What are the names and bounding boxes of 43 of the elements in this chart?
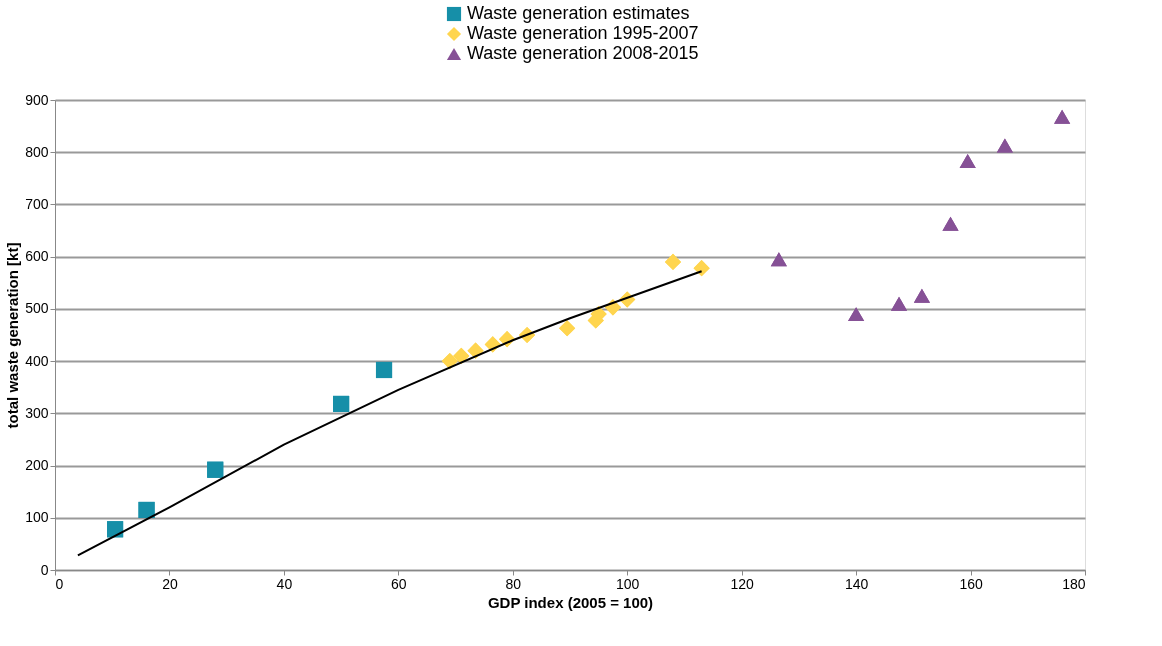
y-tick-label: 900 [25, 91, 49, 108]
y-tick-label: 500 [25, 300, 49, 317]
point [890, 296, 908, 311]
y-tick-label: 700 [25, 195, 49, 212]
point [848, 307, 865, 322]
point [138, 501, 155, 519]
x-axis-title: GDP index (2005 = 100) [487, 593, 654, 611]
point [375, 361, 393, 379]
x-tick-label: 180 [1062, 575, 1086, 592]
point [693, 260, 710, 277]
legend-label: Waste generation 1995-2007 [467, 23, 699, 43]
y-tick-label: 0 [40, 561, 49, 578]
legend-label: Waste generation estimates [467, 3, 690, 23]
point [559, 320, 576, 337]
point [770, 252, 787, 267]
x-tick-label: 160 [959, 575, 983, 592]
y-tick-label: 300 [25, 404, 49, 421]
x-tick-label: 140 [844, 575, 869, 592]
point [453, 347, 470, 364]
x-tick-label: 80 [505, 575, 522, 592]
x-tick-label: 0 [55, 575, 64, 592]
point [467, 342, 484, 359]
point [333, 395, 350, 412]
y-tick-label: 600 [25, 248, 49, 265]
x-tick-label: 20 [162, 575, 178, 592]
point [959, 154, 976, 169]
x-tick-label: 120 [730, 575, 755, 592]
x-tick-label: 60 [391, 575, 407, 592]
point [942, 216, 959, 231]
y-axis-title: total waste generation [kt] [4, 242, 22, 429]
x-tick-label: 100 [616, 575, 640, 592]
point [913, 288, 930, 303]
point [996, 138, 1013, 153]
point [207, 461, 224, 478]
legend-label: Waste generation 2008-2015 [467, 43, 699, 63]
point [441, 353, 458, 370]
y-tick-label: 200 [25, 457, 49, 474]
point [664, 253, 682, 270]
y-tick-label: 800 [25, 143, 49, 160]
x-tick-label: 40 [276, 575, 293, 592]
y-tick-label: 100 [25, 509, 49, 526]
point [1054, 109, 1071, 124]
y-tick-label: 400 [25, 352, 49, 369]
